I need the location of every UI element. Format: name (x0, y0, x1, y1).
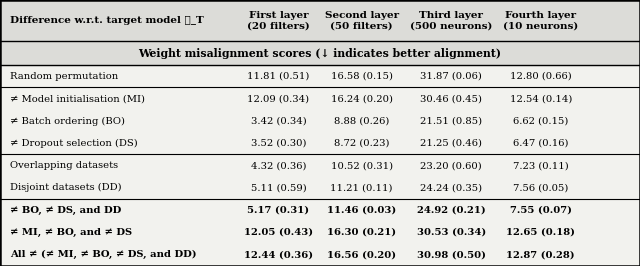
Text: 7.23 (0.11): 7.23 (0.11) (513, 161, 569, 170)
Text: All ≠ (≠ MI, ≠ BO, ≠ DS, and DD): All ≠ (≠ MI, ≠ BO, ≠ DS, and DD) (10, 250, 196, 259)
Text: 16.24 (0.20): 16.24 (0.20) (331, 94, 392, 103)
Text: 16.30 (0.21): 16.30 (0.21) (327, 228, 396, 237)
Text: 5.17 (0.31): 5.17 (0.31) (247, 206, 310, 215)
Text: 21.51 (0.85): 21.51 (0.85) (420, 117, 483, 126)
Text: Weight misalignment scores (↓ indicates better alignment): Weight misalignment scores (↓ indicates … (138, 48, 502, 59)
Text: ≠ Model initialisation (MI): ≠ Model initialisation (MI) (10, 94, 145, 103)
Text: First layer
(20 filters): First layer (20 filters) (247, 11, 310, 30)
Text: 12.65 (0.18): 12.65 (0.18) (506, 228, 575, 237)
Text: 24.24 (0.35): 24.24 (0.35) (420, 183, 483, 192)
Text: 4.32 (0.36): 4.32 (0.36) (251, 161, 306, 170)
Text: 30.46 (0.45): 30.46 (0.45) (420, 94, 482, 103)
Text: 12.05 (0.43): 12.05 (0.43) (244, 228, 313, 237)
Text: 7.55 (0.07): 7.55 (0.07) (510, 206, 572, 215)
Text: 8.88 (0.26): 8.88 (0.26) (334, 117, 389, 126)
Text: 23.20 (0.60): 23.20 (0.60) (420, 161, 482, 170)
Text: Random permutation: Random permutation (10, 72, 118, 81)
Text: 6.62 (0.15): 6.62 (0.15) (513, 117, 568, 126)
Text: 6.47 (0.16): 6.47 (0.16) (513, 139, 568, 148)
Text: 11.46 (0.03): 11.46 (0.03) (327, 206, 396, 215)
Text: 7.56 (0.05): 7.56 (0.05) (513, 183, 568, 192)
Text: ≠ Batch ordering (BO): ≠ Batch ordering (BO) (10, 117, 125, 126)
Text: Second layer
(50 filters): Second layer (50 filters) (324, 11, 399, 30)
Text: 12.09 (0.34): 12.09 (0.34) (247, 94, 310, 103)
Text: 21.25 (0.46): 21.25 (0.46) (420, 139, 482, 148)
Text: Difference w.r.t. target model ℳ_T: Difference w.r.t. target model ℳ_T (10, 16, 204, 25)
Text: ≠ MI, ≠ BO, and ≠ DS: ≠ MI, ≠ BO, and ≠ DS (10, 228, 132, 237)
Text: 12.80 (0.66): 12.80 (0.66) (510, 72, 572, 81)
Text: 8.72 (0.23): 8.72 (0.23) (334, 139, 389, 148)
Bar (0, 41, 640, 65)
Bar (0, 0, 640, 41)
Text: Third layer
(500 neurons): Third layer (500 neurons) (410, 11, 492, 30)
Text: Fourth layer
(10 neurons): Fourth layer (10 neurons) (503, 11, 579, 30)
Text: 31.87 (0.06): 31.87 (0.06) (420, 72, 482, 81)
Text: ≠ Dropout selection (DS): ≠ Dropout selection (DS) (10, 139, 138, 148)
Text: 12.44 (0.36): 12.44 (0.36) (244, 250, 313, 259)
Text: 11.21 (0.11): 11.21 (0.11) (330, 183, 393, 192)
Text: Overlapping datasets: Overlapping datasets (10, 161, 118, 170)
Text: 5.11 (0.59): 5.11 (0.59) (250, 183, 307, 192)
Text: 3.52 (0.30): 3.52 (0.30) (251, 139, 306, 148)
Text: 24.92 (0.21): 24.92 (0.21) (417, 206, 486, 215)
Text: 11.81 (0.51): 11.81 (0.51) (247, 72, 310, 81)
Text: Disjoint datasets (DD): Disjoint datasets (DD) (10, 183, 121, 193)
Text: 16.56 (0.20): 16.56 (0.20) (327, 250, 396, 259)
Text: 12.54 (0.14): 12.54 (0.14) (509, 94, 572, 103)
Text: 30.98 (0.50): 30.98 (0.50) (417, 250, 486, 259)
Text: 10.52 (0.31): 10.52 (0.31) (330, 161, 393, 170)
Text: 12.87 (0.28): 12.87 (0.28) (506, 250, 575, 259)
Text: 16.58 (0.15): 16.58 (0.15) (331, 72, 392, 81)
Text: 30.53 (0.34): 30.53 (0.34) (417, 228, 486, 237)
Text: 3.42 (0.34): 3.42 (0.34) (250, 117, 307, 126)
Text: ≠ BO, ≠ DS, and DD: ≠ BO, ≠ DS, and DD (10, 206, 121, 215)
